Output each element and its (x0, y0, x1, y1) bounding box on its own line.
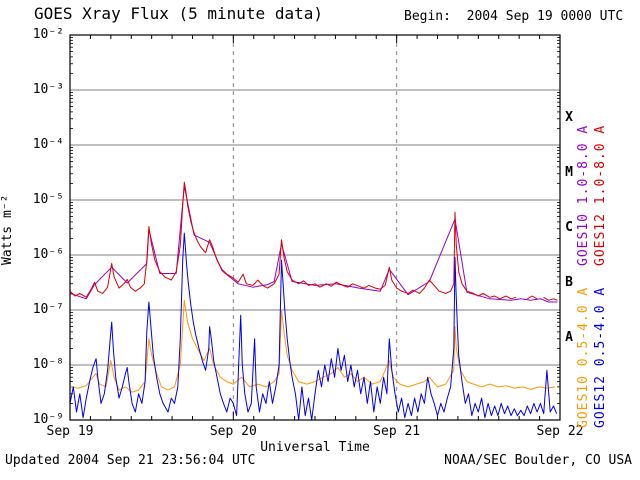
y-tick-label: 10⁻⁶ (32, 247, 64, 262)
y-tick-label: 10⁻⁷ (32, 302, 64, 317)
begin-time-label: Begin: 2004 Sep 19 0000 UTC (404, 9, 624, 24)
legend-goes10-0-5-4-0-a: GOES10 0.5-4.0 A (576, 286, 591, 428)
page-title: GOES Xray Flux (5 minute data) (34, 4, 323, 23)
flare-class-label-B: B (565, 274, 573, 290)
plot-frame (69, 34, 561, 421)
credit-label: NOAA/SEC Boulder, CO USA (444, 453, 632, 468)
y-tick-label: 10⁻⁴ (32, 137, 64, 152)
y-tick-label: 10⁻⁹ (32, 412, 64, 427)
y-tick-label: 10⁻² (32, 27, 64, 42)
series-goes10-short (69, 299, 556, 393)
y-axis-title: Watts m⁻² (0, 194, 15, 266)
y-tick-label: 10⁻⁸ (32, 357, 64, 372)
flare-class-label-X: X (565, 109, 573, 125)
x-tick-label: Sep 22 (536, 424, 584, 439)
flare-class-label-M: M (565, 164, 573, 180)
x-tick-label: Sep 21 (373, 424, 421, 439)
x-axis-title: Universal Time (260, 440, 370, 455)
x-tick-label: Sep 19 (46, 424, 94, 439)
flare-class-label-C: C (565, 219, 573, 235)
legend-goes12-0-5-4-0-a: GOES12 0.5-4.0 A (593, 286, 608, 428)
updated-timestamp: Updated 2004 Sep 21 23:56:04 UTC (5, 453, 256, 468)
flare-class-label-A: A (565, 329, 573, 345)
y-tick-label: 10⁻³ (32, 82, 64, 97)
y-tick-label: 10⁻⁵ (32, 192, 64, 207)
x-tick-label: Sep 20 (209, 424, 257, 439)
legend-goes12-1-0-8-0-a: GOES12 1.0-8.0 A (593, 124, 608, 266)
legend-goes10-1-0-8-0-a: GOES10 1.0-8.0 A (576, 124, 591, 266)
series-goes12-long (69, 181, 558, 301)
